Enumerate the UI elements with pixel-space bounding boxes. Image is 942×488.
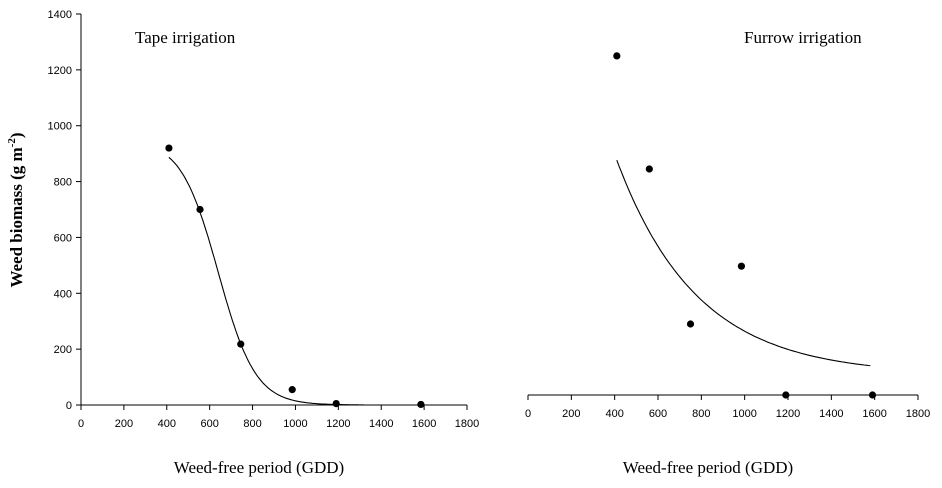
panel1-y-tick-label-1200: 1200: [48, 65, 72, 77]
panel2-x-tick-label-200: 200: [562, 408, 580, 420]
panel1-x-tick-label-800: 800: [243, 418, 261, 430]
panel1-y-tick-label-1400: 1400: [48, 9, 72, 21]
panel1-x-tick-label-1000: 1000: [283, 418, 307, 430]
panel2-data-point-6: [868, 391, 877, 399]
panel1-x-tick-label-1200: 1200: [326, 418, 350, 430]
panel2-x-tick-label-1600: 1600: [862, 408, 886, 420]
panel1-title: Tape irrigation: [135, 28, 236, 47]
panel1-data-point-3: [237, 340, 245, 348]
panel1-data-point-2: [196, 205, 204, 214]
panel1-x-tick-label-1800: 1800: [455, 418, 479, 430]
panel1-fit-curve: [168, 156, 365, 406]
panel1-data-point-6: [417, 400, 425, 409]
panel1-x-tick-label-1400: 1400: [369, 418, 393, 430]
y-axis-title: Weed biomass (g m-2): [6, 132, 26, 287]
panel1-x-tick-label-600: 600: [200, 418, 218, 430]
panel1-data-point-4: [288, 386, 296, 394]
panel2-x-axis-title: Weed-free period (GDD): [623, 458, 793, 477]
panel2-x-tick-label-800: 800: [692, 408, 710, 420]
panel2-data-point-4: [737, 262, 746, 270]
panel1-x-tick-label-200: 200: [115, 418, 133, 430]
panel2-data-point-1: [613, 52, 621, 60]
panel2-fit-curve: [616, 160, 871, 367]
panel1-y-tick-label-0: 0: [66, 400, 72, 412]
panel1-y-tick-label-800: 800: [54, 177, 72, 189]
panel1-data-point-1: [165, 144, 173, 152]
panel2-x-tick-label-400: 400: [605, 408, 623, 420]
panel2-data-point-2: [645, 165, 653, 173]
panel1-x-tick-label-400: 400: [158, 418, 176, 430]
panel2-x-tick-label-1800: 1800: [906, 408, 930, 420]
panel1-y-tick-label-1000: 1000: [48, 121, 72, 133]
panel2-x-tick-label-1200: 1200: [776, 408, 800, 420]
panel1-y-tick-label-400: 400: [54, 288, 72, 300]
panel2-title: Furrow irrigation: [744, 28, 862, 47]
panel2-x-tick-label-0: 0: [525, 408, 531, 420]
panel2-data-point-3: [686, 320, 695, 328]
panel1-y-tick-label-200: 200: [54, 344, 72, 356]
panel1-x-tick-label-1600: 1600: [412, 418, 436, 430]
panel2-x-tick-label-1400: 1400: [819, 408, 843, 420]
panel2-data-point-5: [782, 391, 790, 399]
panel2-x-tick-label-600: 600: [649, 408, 667, 420]
panel2-x-tick-label-1000: 1000: [732, 408, 756, 420]
panel1-x-axis-title: Weed-free period (GDD): [174, 458, 344, 477]
panel1-data-point-5: [332, 400, 340, 408]
panel1-y-tick-label-600: 600: [54, 232, 72, 244]
panel1-x-tick-label-0: 0: [78, 418, 84, 430]
